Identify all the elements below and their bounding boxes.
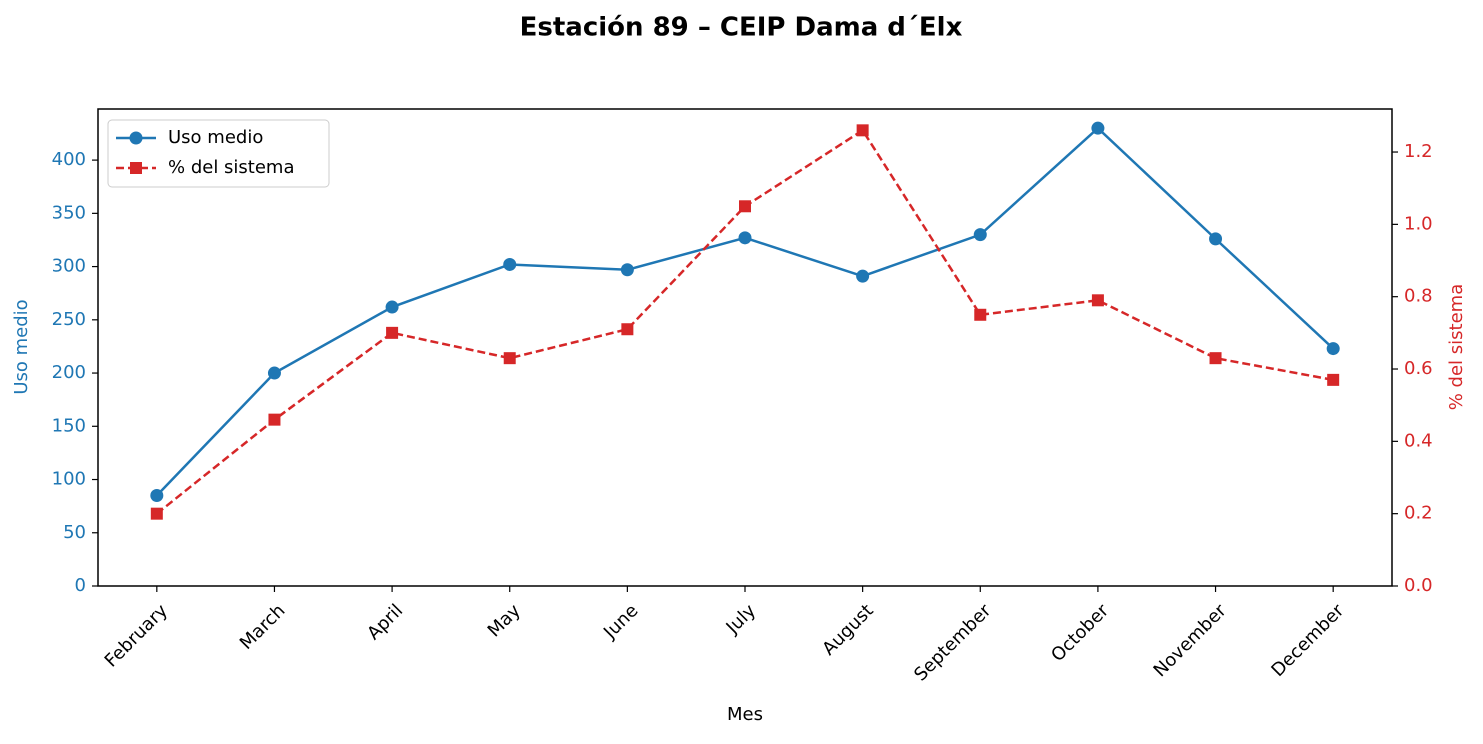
marker <box>1326 342 1340 356</box>
y-tick-label: 250 <box>52 309 86 330</box>
series-line <box>155 126 1335 497</box>
marker <box>1209 232 1223 246</box>
x-axis-label: Mes <box>727 704 763 725</box>
y-tick-label: 200 <box>52 362 86 383</box>
y2-axis-label: % del sistema <box>1446 284 1467 411</box>
series-line <box>156 128 1334 515</box>
marker <box>856 269 870 283</box>
legend-label: % del sistema <box>168 157 295 178</box>
marker <box>739 200 751 213</box>
legend-label: Uso medio <box>168 127 263 148</box>
marker <box>503 352 516 365</box>
y2-tick-label: 0.8 <box>1404 286 1433 307</box>
marker <box>267 366 281 380</box>
legend-box <box>107 119 330 188</box>
marker <box>856 124 869 137</box>
marker <box>503 257 517 271</box>
x-tick-label: November <box>1150 600 1231 681</box>
x-tick-label: February <box>101 600 172 671</box>
x-tick-label: March <box>236 600 290 654</box>
marker <box>1091 121 1105 135</box>
x-tick-label: May <box>484 600 525 641</box>
y-tick-label: 350 <box>52 202 86 223</box>
legend-marker <box>129 131 143 145</box>
x-tick-label: December <box>1267 600 1348 681</box>
legend-marker <box>130 162 142 174</box>
x-tick-label: April <box>363 600 407 644</box>
marker <box>1091 294 1104 307</box>
marker <box>973 228 987 242</box>
marker <box>268 413 281 426</box>
x-tick-label: June <box>599 600 642 643</box>
x-tick-label: August <box>818 600 877 659</box>
marker <box>1209 352 1222 365</box>
x-tick-label: October <box>1047 600 1113 666</box>
chart-title: Estación 89 – CEIP Dama d´Elx <box>520 13 963 43</box>
marker <box>1327 373 1340 386</box>
marker <box>974 308 987 321</box>
y2-tick-label: 0.0 <box>1404 575 1433 596</box>
marker <box>620 263 634 277</box>
y-tick-label: 400 <box>52 149 86 170</box>
y-tick-label: 100 <box>52 469 86 490</box>
plot-frame <box>97 108 1393 587</box>
marker <box>150 488 164 502</box>
y-tick-label: 150 <box>52 415 86 436</box>
marker <box>386 326 399 339</box>
y-tick-label: 300 <box>52 256 86 277</box>
marker <box>738 231 752 245</box>
marker <box>150 507 163 520</box>
marker <box>385 300 399 314</box>
y2-tick-label: 0.6 <box>1404 358 1433 379</box>
x-tick-label: September <box>910 600 996 686</box>
y2-tick-label: 1.0 <box>1404 213 1433 234</box>
y-tick-label: 0 <box>75 575 86 596</box>
y2-tick-label: 0.4 <box>1404 430 1433 451</box>
y2-tick-label: 1.2 <box>1404 141 1433 162</box>
x-tick-label: July <box>722 600 761 639</box>
marker <box>621 323 634 336</box>
y-axis-label: Uso medio <box>11 299 32 394</box>
y-tick-label: 50 <box>63 522 86 543</box>
y2-tick-label: 0.2 <box>1404 503 1433 524</box>
